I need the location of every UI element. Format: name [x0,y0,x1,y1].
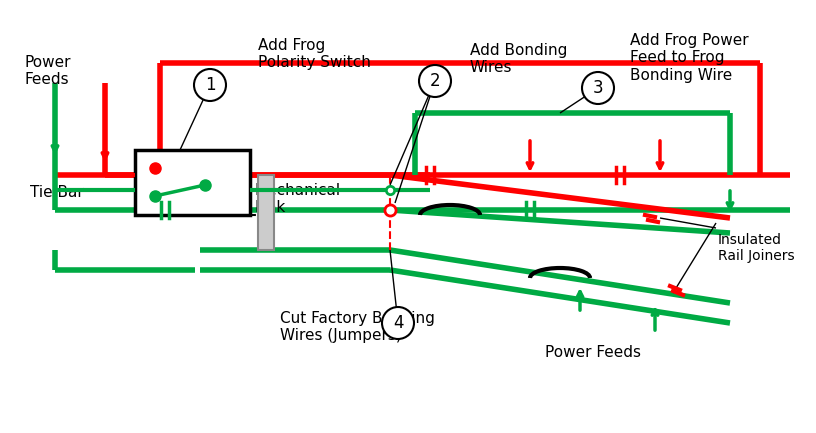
Text: Add Frog Power
Feed to Frog
Bonding Wire: Add Frog Power Feed to Frog Bonding Wire [630,33,748,83]
Text: Insulated
Rail Joiners: Insulated Rail Joiners [718,233,795,263]
Text: Power
Feeds: Power Feeds [25,55,72,87]
Text: Power Feeds: Power Feeds [545,345,641,360]
Text: 3: 3 [592,79,603,97]
Text: 2: 2 [430,72,441,90]
Circle shape [194,69,226,101]
Text: Tie Bar: Tie Bar [30,185,84,200]
Text: 4: 4 [392,314,403,332]
Text: Cut Factory Bonding
Wires (Jumpers): Cut Factory Bonding Wires (Jumpers) [280,311,435,343]
Circle shape [382,307,414,339]
Text: 1: 1 [205,76,215,94]
Text: Add Bonding
Wires: Add Bonding Wires [470,43,567,75]
Text: Mechanical
Link: Mechanical Link [255,183,341,215]
Text: Add Frog
Polarity Switch: Add Frog Polarity Switch [258,38,371,71]
Bar [135,150,250,215]
Circle shape [419,65,451,97]
Circle shape [582,72,614,104]
Bar [258,175,274,250]
